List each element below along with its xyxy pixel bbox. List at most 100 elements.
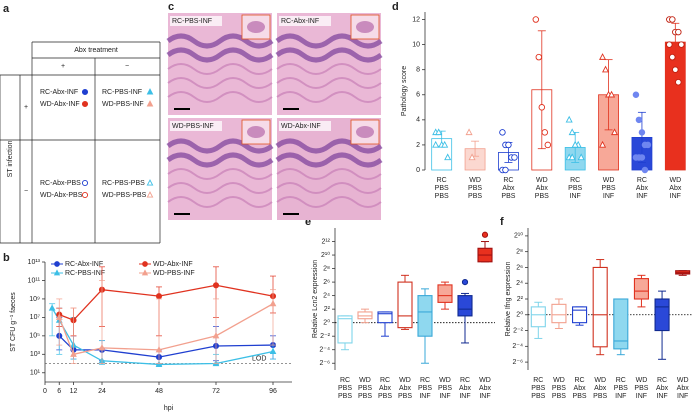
row-label: − (24, 188, 28, 195)
cell-label: WD-Abx-INF (40, 101, 80, 108)
box (437, 284, 453, 303)
tissue-texture (275, 138, 383, 154)
y-tick-label: 2⁸ (323, 265, 330, 272)
x-tick-label: PBS (602, 185, 616, 192)
legend-label: RC-Abx-INF (65, 261, 103, 268)
x-tick-label: RC (616, 377, 626, 384)
x-tick-label: PBS (535, 193, 549, 200)
data-point (599, 53, 607, 60)
data-point (635, 116, 643, 124)
box (633, 278, 649, 300)
tissue-texture (166, 47, 274, 63)
tissue-texture (167, 77, 273, 89)
x-tick-label: RC (533, 377, 543, 384)
series-line (58, 335, 274, 358)
box (613, 298, 629, 350)
cell-label: RC-Abx-INF (40, 89, 78, 96)
inset-tissue (356, 21, 374, 33)
data-point (155, 293, 163, 300)
y-tick-label: 4 (416, 117, 420, 124)
data-point (641, 166, 649, 174)
legend-label: WD-Abx-INF (153, 261, 193, 268)
data-point (435, 128, 443, 136)
legend-marker (146, 179, 154, 186)
data-point (638, 154, 646, 161)
label-bg (170, 121, 222, 131)
x-tick-label: WD (603, 177, 615, 184)
y-tick-label: 2¹⁰ (514, 232, 523, 240)
legend-marker (146, 191, 154, 198)
x-tick-label: WD (594, 377, 606, 384)
x-tick-label: INF (656, 393, 667, 400)
box (377, 311, 393, 324)
inset-tissue (247, 126, 265, 138)
y-tick-label: 2⁻⁴ (319, 347, 330, 354)
data-point (468, 153, 476, 161)
data-point (568, 128, 576, 136)
x-tick-label: RC (503, 177, 513, 184)
x-tick-label: Abx (677, 385, 690, 392)
y-tick-label: 2⁰ (323, 319, 330, 327)
x-tick-label: RC (570, 177, 580, 184)
x-tick-label: RC (575, 377, 585, 384)
inset-tissue (356, 126, 374, 138)
data-point (602, 65, 610, 73)
x-tick-label: Abx (636, 185, 649, 192)
x-tick-label: PBS (614, 385, 628, 392)
data-point (269, 299, 277, 307)
tissue-texture (276, 196, 382, 208)
tissue-texture (276, 168, 382, 180)
x-tick-label: PBS (468, 193, 482, 200)
data-point (577, 153, 585, 161)
x-tick-label: INF (615, 393, 626, 400)
tissue-texture (166, 33, 274, 49)
data-point (499, 129, 506, 136)
y-tick-label: 6 (416, 92, 420, 99)
data-point (511, 154, 518, 161)
data-point (638, 129, 646, 136)
x-tick-label: Abx (379, 385, 392, 392)
tissue-texture (167, 196, 273, 208)
x-tick-label: RC (657, 377, 667, 384)
box (530, 306, 546, 328)
x-tick-label: PBS (358, 393, 372, 400)
x-tick-label: 72 (212, 388, 220, 395)
tissue-texture (276, 63, 382, 75)
tissue-texture (167, 182, 273, 194)
x-tick-label: RC (340, 377, 350, 384)
data-point (565, 115, 573, 123)
box (417, 295, 433, 337)
x-tick-label: WD (479, 377, 491, 384)
x-tick-label: 12 (70, 388, 78, 395)
x-tick-label: WD (636, 377, 648, 384)
inset-tissue (247, 21, 265, 33)
y-tick-label: 10¹ (30, 370, 41, 377)
x-tick-label: Abx (656, 385, 669, 392)
data-point (678, 41, 685, 48)
x-tick-label: PBS (573, 393, 587, 400)
panel-label: e (305, 216, 311, 228)
x-tick-label: INF (603, 193, 614, 200)
y-axis-title: Relative Ifng expression (505, 262, 512, 337)
x-tick-label: PBS (593, 393, 607, 400)
row-label: + (24, 104, 28, 111)
y-tick-label: 2⁻⁶ (513, 359, 524, 366)
x-tick-label: RC (437, 177, 447, 184)
y-tick-label: 2¹² (321, 238, 330, 245)
y-tick-label: 10¹³ (28, 259, 41, 266)
row-header: ST infection (7, 140, 14, 177)
tissue-texture (166, 138, 274, 154)
tissue-texture (275, 33, 383, 49)
legend-marker (81, 100, 89, 108)
x-tick-label: 0 (43, 388, 47, 395)
x-axis-title: hpi (164, 405, 174, 412)
box (592, 266, 608, 348)
data-point (669, 16, 676, 23)
image-label: WD-Abx-INF (281, 123, 321, 130)
box (457, 295, 473, 317)
data-point (70, 350, 77, 357)
y-axis-title: ST CFU g⁻¹ faeces (10, 292, 17, 352)
data-point (611, 128, 619, 136)
x-tick-label: Abx (502, 185, 515, 192)
y-tick-label: 2² (517, 296, 524, 303)
